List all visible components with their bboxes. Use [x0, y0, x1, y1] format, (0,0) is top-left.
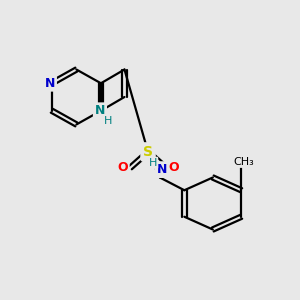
Text: N: N: [95, 104, 105, 117]
Text: S: S: [143, 145, 153, 159]
Text: O: O: [117, 161, 128, 174]
Text: H: H: [149, 158, 157, 168]
Text: O: O: [168, 161, 179, 174]
Text: N: N: [45, 77, 55, 90]
Text: N: N: [157, 163, 167, 176]
Text: CH₃: CH₃: [234, 157, 255, 167]
Text: H: H: [103, 116, 112, 126]
